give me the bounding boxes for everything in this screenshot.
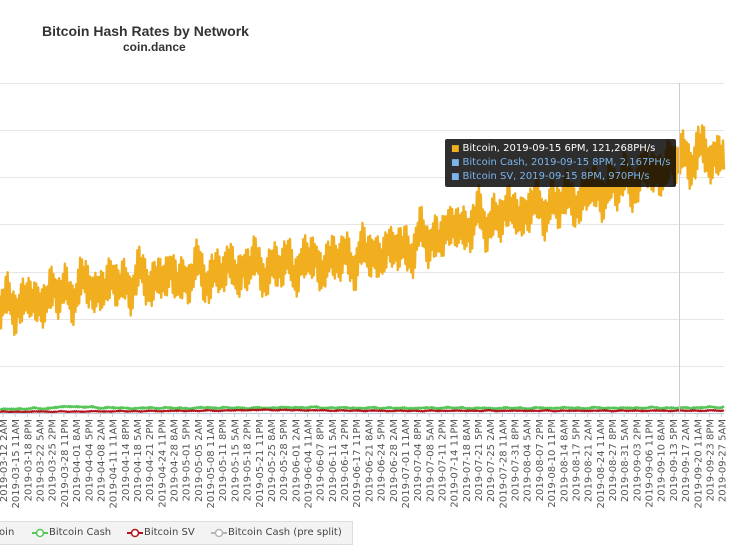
chart-legend: Bitcoin Bitcoin Cash Bitcoin SV Bitcoin … bbox=[0, 521, 353, 545]
x-tick-label: 2019-08-10 11PM bbox=[547, 419, 558, 508]
series-line-bitcoin-sv bbox=[0, 408, 725, 414]
x-tick-label: 2019-04-01 8AM bbox=[72, 419, 83, 502]
line-marker-icon bbox=[32, 528, 48, 538]
x-tick-label: 2019-04-24 11PM bbox=[157, 419, 168, 508]
x-tick-label: 2019-05-28 5PM bbox=[279, 419, 290, 501]
x-tick-label: 2019-08-24 11AM bbox=[596, 419, 607, 509]
x-tick-label: 2019-04-28 8AM bbox=[170, 419, 181, 502]
x-tick-label: 2019-04-14 8PM bbox=[121, 419, 132, 501]
x-tick-label: 2019-08-14 8AM bbox=[559, 419, 570, 502]
legend-label: Bitcoin Cash bbox=[49, 527, 112, 538]
x-tick-label: 2019-08-21 2AM bbox=[584, 419, 595, 502]
legend-label: Bitcoin bbox=[0, 527, 15, 538]
x-tick-label: 2019-04-08 2AM bbox=[96, 419, 107, 502]
tooltip-text: Bitcoin Cash, 2019-09-15 8PM, 2,167PH/s bbox=[462, 157, 671, 168]
legend-label: Bitcoin SV bbox=[144, 527, 195, 538]
tooltip-text: Bitcoin SV, 2019-09-15 8PM, 970PH/s bbox=[462, 171, 650, 182]
x-tick-label: 2019-04-04 5PM bbox=[84, 419, 95, 501]
x-tick-label: 2019-09-27 5AM bbox=[718, 419, 729, 502]
chart-subtitle: coin.dance bbox=[123, 40, 186, 54]
x-tick-label: 2019-07-08 5AM bbox=[425, 419, 436, 502]
x-tick-label: 2019-05-05 2AM bbox=[194, 419, 205, 502]
tooltip-bullet-icon: ■ bbox=[451, 158, 460, 168]
x-tick-label: 2019-04-21 2PM bbox=[145, 419, 156, 501]
x-tick-label: 2019-07-21 5PM bbox=[474, 419, 485, 501]
x-tick-label: 2019-06-24 5PM bbox=[377, 419, 388, 501]
x-tick-label: 2019-06-28 2AM bbox=[389, 419, 400, 502]
x-tick-label: 2019-06-14 2PM bbox=[340, 419, 351, 501]
x-tick-label: 2019-05-01 5PM bbox=[182, 419, 193, 501]
hash-rate-chart[interactable]: 2019-03-12 2AM 2019-03-15 11AM 2019-03-18 … bbox=[0, 0, 744, 520]
x-tick-label: 2019-04-18 5AM bbox=[133, 419, 144, 502]
x-tick-label: 2019-09-13 5PM bbox=[669, 419, 680, 501]
tooltip-bullet-icon: ■ bbox=[451, 144, 460, 154]
x-tick-label: 2019-07-01 11AM bbox=[401, 419, 412, 509]
x-tick-label: 2019-03-18 8PM bbox=[23, 419, 34, 501]
x-tick-label: 2019-05-11 8PM bbox=[218, 419, 229, 501]
x-tick-label: 2019-09-23 8PM bbox=[705, 419, 716, 501]
x-tick-label: 2019-03-15 11AM bbox=[11, 419, 22, 509]
x-tick-label: 2019-06-17 11PM bbox=[352, 419, 363, 508]
x-tick-label: 2019-06-04 11AM bbox=[304, 419, 315, 509]
x-tick-label: 2019-07-18 8AM bbox=[462, 419, 473, 502]
x-tick-label: 2019-06-01 2AM bbox=[291, 419, 302, 502]
x-tick-label: 2019-07-11 2PM bbox=[437, 419, 448, 501]
x-tick-label: 2019-07-25 2AM bbox=[486, 419, 497, 502]
x-tick-label: 2019-05-15 5AM bbox=[230, 419, 241, 502]
x-tick-label: 2019-07-04 8PM bbox=[413, 419, 424, 501]
x-axis: 2019-03-12 2AM 2019-03-15 11AM 2019-03-18 … bbox=[0, 413, 729, 509]
x-tick-label: 2019-08-04 5AM bbox=[523, 419, 534, 502]
x-tick-label: 2019-07-14 11PM bbox=[450, 419, 461, 508]
tooltip-row-bitcoin-sv: ■ Bitcoin SV, 2019-09-15 8PM, 970PH/s bbox=[451, 170, 670, 184]
x-tick-label: 2019-08-07 2PM bbox=[535, 419, 546, 501]
x-tick-label: 2019-06-07 8PM bbox=[316, 419, 327, 501]
series-line-bitcoin-cash bbox=[0, 404, 725, 412]
series-line-bitcoin bbox=[0, 124, 726, 337]
line-marker-icon bbox=[127, 528, 143, 538]
x-tick-label: 2019-05-08 11AM bbox=[206, 419, 217, 509]
x-tick-label: 2019-05-25 8AM bbox=[267, 419, 278, 502]
line-marker-icon bbox=[211, 528, 227, 538]
x-tick-label: 2019-03-28 11PM bbox=[60, 419, 71, 508]
x-tick-label: 2019-03-25 2PM bbox=[48, 419, 59, 501]
tooltip-row-bitcoin: ■ Bitcoin, 2019-09-15 6PM, 121,268PH/s bbox=[451, 142, 670, 156]
x-tick-label: 2019-03-12 2AM bbox=[0, 419, 10, 502]
x-tick-label: 2019-09-20 11AM bbox=[693, 419, 704, 509]
hover-tooltip: ■ Bitcoin, 2019-09-15 6PM, 121,268PH/s ■ B… bbox=[445, 139, 677, 187]
x-tick-label: 2019-09-17 2AM bbox=[681, 419, 692, 502]
legend-label: Bitcoin Cash (pre split) bbox=[228, 527, 342, 538]
x-tick-label: 2019-09-03 2PM bbox=[632, 419, 643, 501]
x-tick-label: 2019-09-06 11PM bbox=[645, 419, 656, 508]
tooltip-text: Bitcoin, 2019-09-15 6PM, 121,268PH/s bbox=[462, 143, 656, 154]
x-tick-label: 2019-05-21 11PM bbox=[255, 419, 266, 508]
x-tick-label: 2019-08-17 5PM bbox=[571, 419, 582, 501]
x-tick-label: 2019-04-11 11AM bbox=[109, 419, 120, 509]
x-tick-label: 2019-06-21 8AM bbox=[364, 419, 375, 502]
chart-title: Bitcoin Hash Rates by Network bbox=[42, 23, 249, 39]
tooltip-row-bitcoin-cash: ■ Bitcoin Cash, 2019-09-15 8PM, 2,167PH/s bbox=[451, 156, 670, 170]
x-tick-label: 2019-07-31 8PM bbox=[511, 419, 522, 501]
series-lines bbox=[0, 124, 726, 414]
x-tick-label: 2019-08-27 8PM bbox=[608, 419, 619, 501]
x-tick-label: 2019-08-31 5AM bbox=[620, 419, 631, 502]
x-tick-label: 2019-03-22 5AM bbox=[36, 419, 47, 502]
tooltip-bullet-icon: ■ bbox=[451, 172, 460, 182]
x-tick-label: 2019-07-28 11AM bbox=[498, 419, 509, 509]
x-tick-label: 2019-09-10 8AM bbox=[657, 419, 668, 502]
x-tick-label: 2019-05-18 2PM bbox=[243, 419, 254, 501]
x-tick-label: 2019-06-11 5AM bbox=[328, 419, 339, 502]
